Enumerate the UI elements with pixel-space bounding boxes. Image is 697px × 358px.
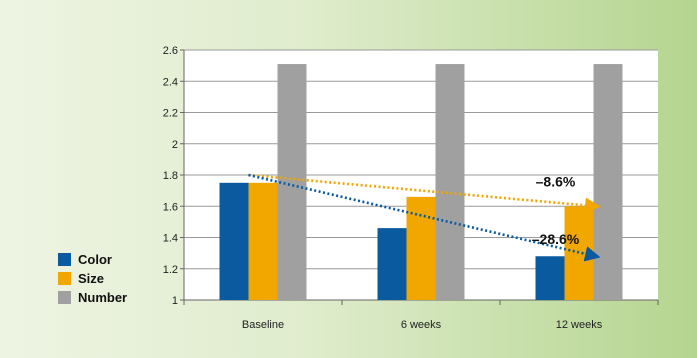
bar-color-1 <box>377 228 407 300</box>
x-tick-label: 12 weeks <box>556 319 603 331</box>
bar-size-2 <box>564 206 594 300</box>
annotation-size: –8.6% <box>536 173 576 189</box>
legend-swatch <box>58 252 71 266</box>
y-tick-label: 2 <box>172 139 178 151</box>
legend-swatch <box>58 271 71 285</box>
legend-label: Size <box>78 270 105 286</box>
y-tick-label: 1 <box>172 295 178 307</box>
y-tick-label: 2.2 <box>163 108 178 120</box>
legend-item-number: Number <box>58 288 127 306</box>
bar-number-0 <box>277 64 307 300</box>
legend-swatch <box>58 290 71 304</box>
annotation-color: –28.6% <box>532 231 580 247</box>
legend-item-color: Color <box>58 250 127 268</box>
legend: Color Size Number <box>58 250 127 307</box>
y-tick-label: 1.6 <box>163 201 178 213</box>
trend-arrow-color <box>248 173 601 262</box>
legend-label: Number <box>78 289 128 305</box>
x-tick-label: Baseline <box>242 319 284 331</box>
y-tick-label: 1.2 <box>163 264 178 276</box>
legend-label: Color <box>78 251 112 267</box>
bar-color-0 <box>219 182 249 300</box>
legend-item-size: Size <box>58 269 127 287</box>
bar-number-1 <box>435 64 465 300</box>
bar-size-0 <box>248 182 278 300</box>
y-tick-label: 2.4 <box>163 76 178 88</box>
y-tick-label: 2.6 <box>163 45 178 57</box>
x-tick-label: 6 weeks <box>401 319 442 331</box>
bar-number-2 <box>593 64 623 300</box>
y-tick-label: 1.8 <box>163 170 178 182</box>
y-tick-label: 1.4 <box>163 233 178 245</box>
bar-color-2 <box>535 256 565 300</box>
